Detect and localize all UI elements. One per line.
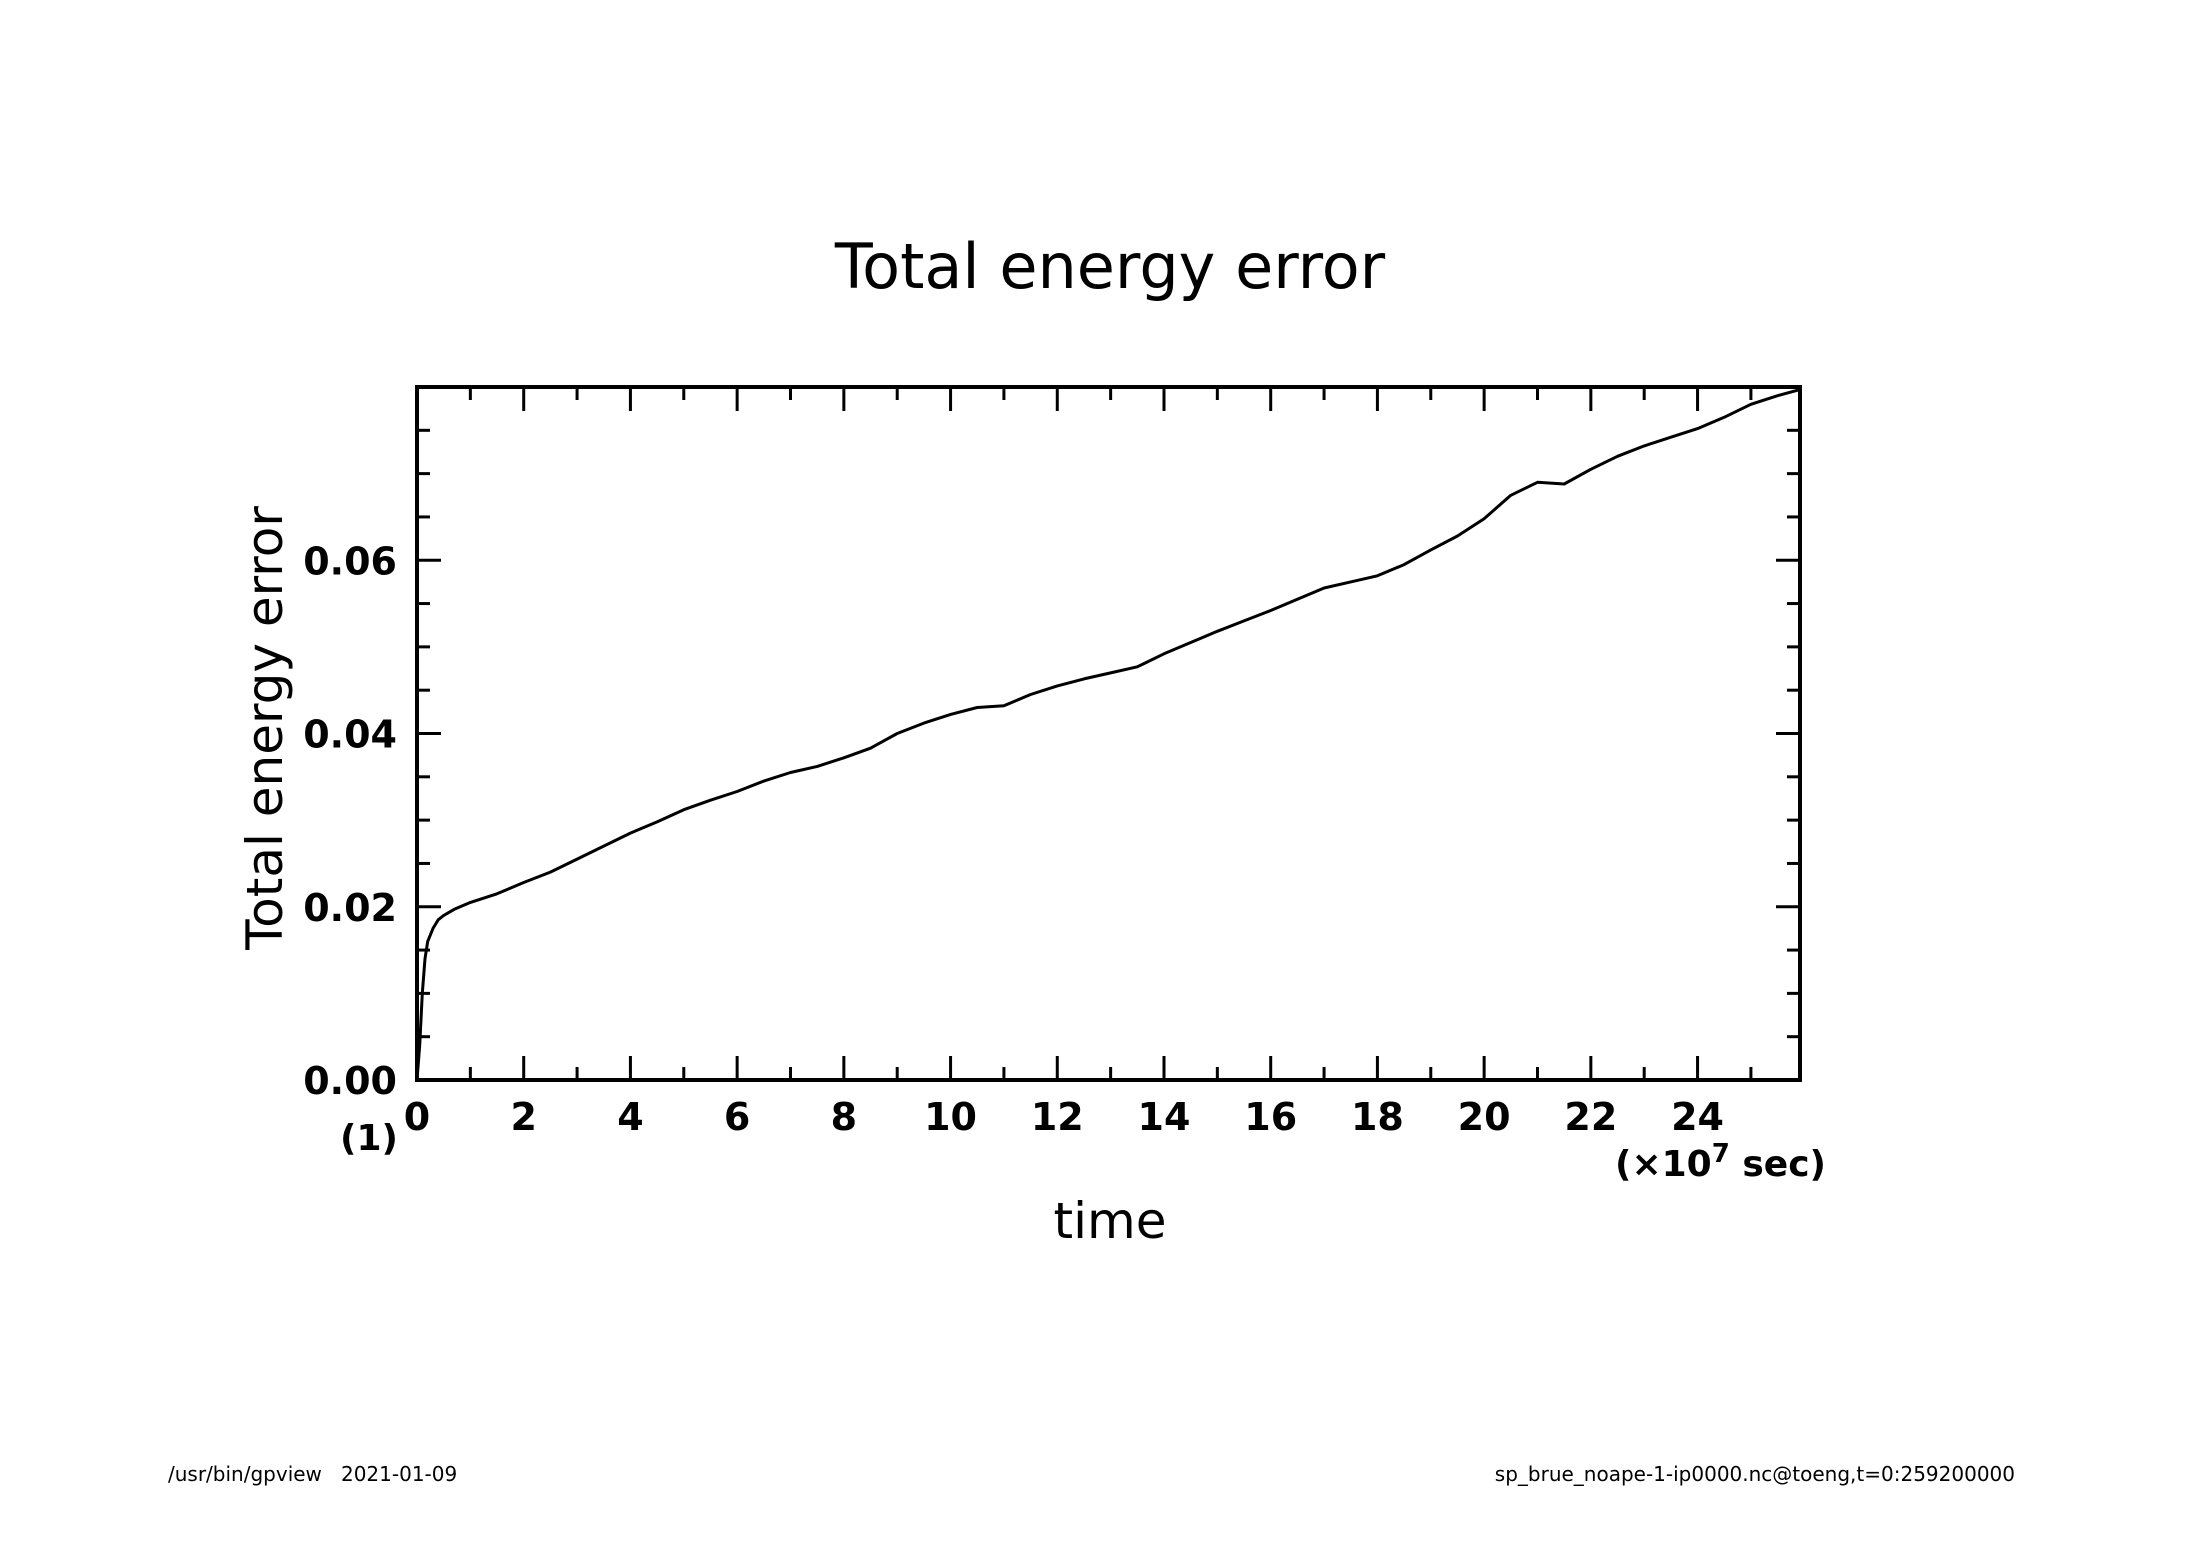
footer-right: sp_brue_noape-1-ip0000.nc@toeng,t=0:2592…: [1494, 1462, 2015, 1486]
plot-frame: [415, 385, 1802, 1082]
y-tick-label: 0.00: [303, 1059, 397, 1103]
x-tick-label: 2: [510, 1095, 536, 1139]
series-line: [415, 388, 1801, 1081]
tick-labels: 0 2 4 6 8 10 12 14 16 18 20 22 240.000.020.040.06: [303, 539, 1724, 1139]
chart-title: Total energy error: [834, 230, 1386, 303]
y-tick-label: 0.04: [303, 713, 397, 757]
x-tick-label: 8: [831, 1095, 857, 1139]
x-tick-label: 16: [1244, 1095, 1297, 1139]
axis-ticks: [415, 385, 1800, 1082]
x-tick-label: 4: [617, 1095, 643, 1139]
x-tick-label: 6: [724, 1095, 750, 1139]
x-tick-label: 20: [1458, 1095, 1511, 1139]
x-tick-label: 12: [1031, 1095, 1084, 1139]
x-unit-exponent: 7: [1712, 1139, 1730, 1169]
footer-left: /usr/bin/gpview 2021-01-09: [168, 1462, 458, 1486]
y-tick-label: 0.06: [303, 539, 397, 583]
x-tick-label: 24: [1671, 1095, 1724, 1139]
y-tick-label: 0.02: [303, 886, 397, 930]
y-axis-label: Total energy error: [236, 506, 294, 951]
x-unit-suffix: sec): [1730, 1144, 1826, 1185]
x-tick-label: 22: [1564, 1095, 1617, 1139]
x-tick-label: 0: [404, 1095, 430, 1139]
y-unit-label: (1): [340, 1118, 398, 1159]
x-tick-label: 14: [1138, 1095, 1191, 1139]
x-axis-label: time: [1054, 1192, 1167, 1250]
x-unit-prefix: (×10: [1615, 1144, 1712, 1185]
x-unit-label: (×107 sec): [1615, 1139, 1826, 1185]
x-tick-label: 10: [924, 1095, 977, 1139]
x-tick-label: 18: [1351, 1095, 1404, 1139]
